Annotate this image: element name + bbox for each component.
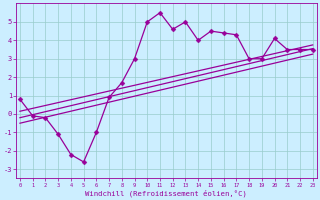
X-axis label: Windchill (Refroidissement éolien,°C): Windchill (Refroidissement éolien,°C) — [85, 189, 247, 197]
